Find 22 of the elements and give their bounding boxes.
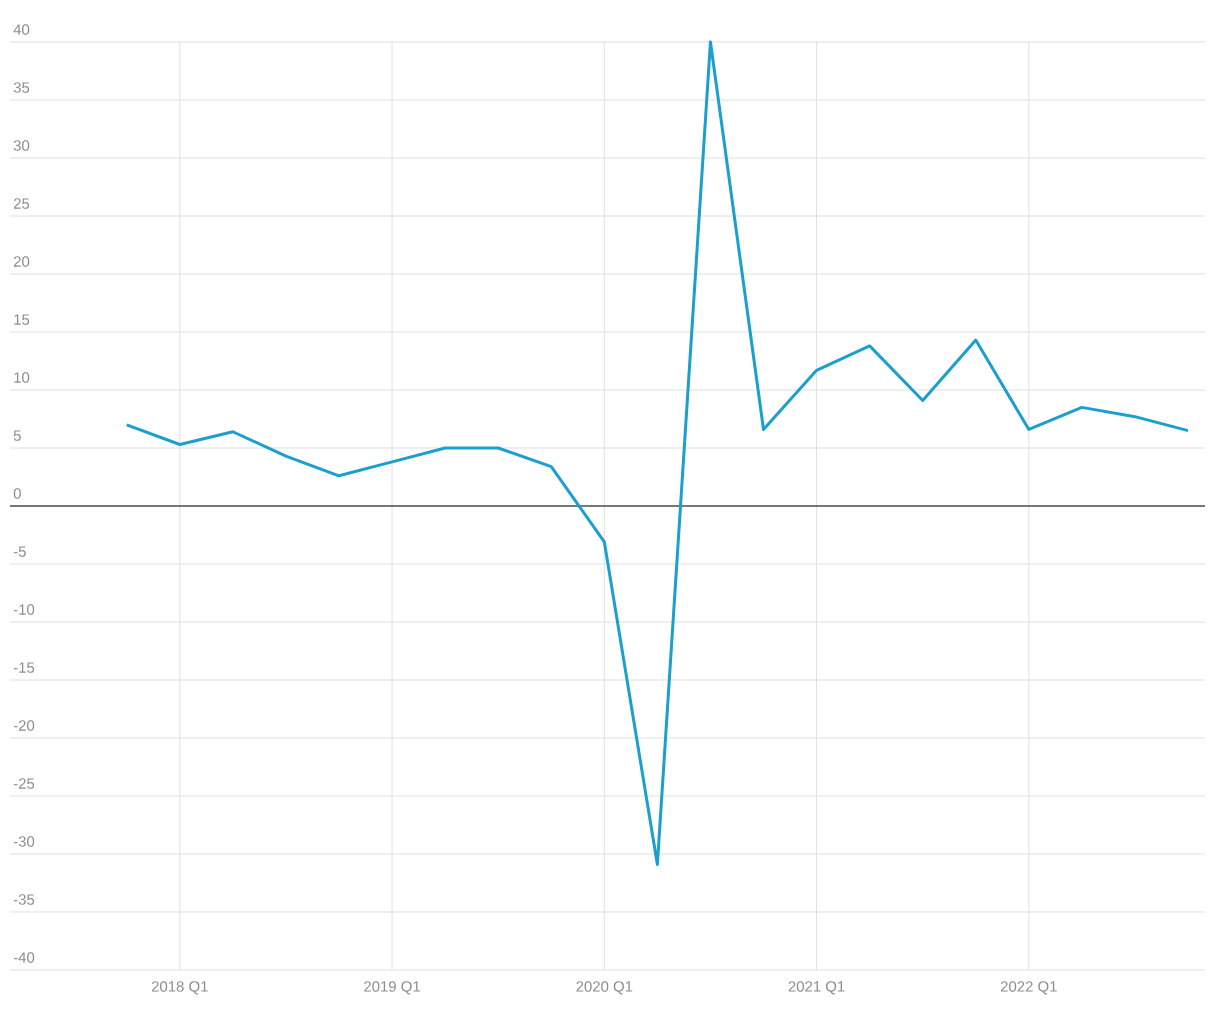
y-tick-label: 0 bbox=[13, 488, 21, 499]
y-tick-label: 20 bbox=[13, 256, 30, 267]
y-tick-label: -15 bbox=[13, 662, 35, 673]
y-tick-label: -35 bbox=[13, 894, 35, 905]
x-tick-label: 2019 Q1 bbox=[364, 981, 420, 995]
y-tick-label: -40 bbox=[13, 952, 35, 963]
y-tick-label: -5 bbox=[13, 546, 26, 557]
x-tick-label: 2021 Q1 bbox=[788, 981, 845, 995]
y-tick-label: -25 bbox=[13, 778, 35, 789]
y-tick-label: 40 bbox=[13, 24, 30, 35]
y-tick-label: 15 bbox=[14, 314, 30, 325]
x-tick-label: 2022 Q1 bbox=[1000, 981, 1057, 995]
y-tick-label: -10 bbox=[13, 604, 35, 615]
y-tick-label: 5 bbox=[13, 430, 21, 441]
y-tick-label: -20 bbox=[13, 720, 35, 731]
y-tick-label: 30 bbox=[13, 140, 30, 151]
y-tick-label: 25 bbox=[13, 198, 30, 209]
y-tick-label: -30 bbox=[13, 836, 35, 847]
y-tick-label: 10 bbox=[14, 372, 30, 383]
y-tick-label: 35 bbox=[13, 82, 30, 93]
x-tick-label: 2020 Q1 bbox=[576, 981, 633, 995]
x-tick-label: 2018 Q1 bbox=[151, 981, 208, 995]
